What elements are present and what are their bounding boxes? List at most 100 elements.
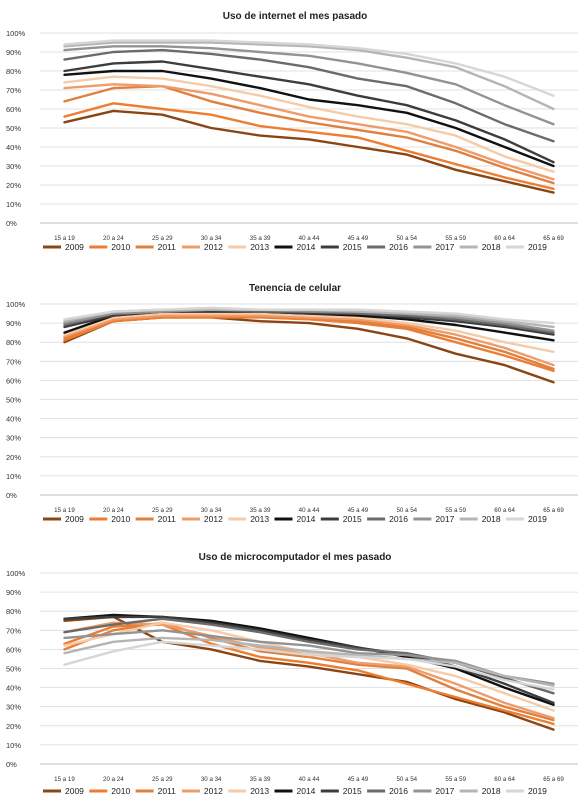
legend-label-2013: 2013: [250, 242, 269, 252]
chart-panel-3: Uso de microcomputador el mes pasado 0% 10…: [6, 552, 578, 796]
legend-label-2010: 2010: [111, 514, 130, 524]
y-tick-label: 90%: [6, 48, 21, 57]
x-tick-label: 35 a 39: [250, 235, 271, 242]
legend-label-2011: 2011: [158, 242, 177, 252]
y-tick-label: 100%: [6, 300, 26, 309]
y-tick-label: 0%: [6, 491, 17, 500]
series-line-2015: [63, 60, 555, 164]
legend-label-2014: 2014: [297, 786, 316, 796]
y-tick-label: 10%: [6, 472, 21, 481]
legend-label-2013: 2013: [250, 786, 269, 796]
legend-label-2010: 2010: [111, 786, 130, 796]
legend-label-2014: 2014: [297, 514, 316, 524]
x-tick-label: 50 a 54: [396, 776, 417, 783]
legend: 2009 2010 2011 2012 2013 2014 2015 2016 2017 2018…: [43, 242, 547, 252]
series-line-2009: [63, 615, 555, 731]
x-tick-label: 20 a 24: [103, 776, 124, 783]
y-tick-label: 0%: [6, 760, 17, 769]
legend-label-2014: 2014: [297, 242, 316, 252]
y-tick-label: 20%: [6, 181, 21, 190]
x-tick-label: 20 a 24: [103, 235, 124, 242]
y-tick-label: 60%: [6, 105, 21, 114]
legend-label-2015: 2015: [343, 514, 362, 524]
legend-label-2015: 2015: [343, 786, 362, 796]
x-tick-label: 15 a 19: [54, 235, 75, 242]
legend-label-2012: 2012: [204, 786, 223, 796]
legend-label-2009: 2009: [65, 514, 84, 524]
x-tick-label: 40 a 44: [299, 776, 320, 783]
legend-label-2019: 2019: [528, 242, 547, 252]
x-tick-label: 65 a 69: [543, 235, 564, 242]
legend-label-2012: 2012: [204, 514, 223, 524]
series-line-2010: [63, 316, 555, 373]
y-tick-label: 100%: [6, 569, 26, 578]
y-tick-label: 30%: [6, 703, 21, 712]
x-tick-label: 35 a 39: [250, 507, 271, 514]
series-line-2013: [63, 312, 555, 353]
x-tick-label: 60 a 64: [494, 776, 515, 783]
legend-label-2010: 2010: [111, 242, 130, 252]
legend-label-2019: 2019: [528, 514, 547, 524]
x-tick-label: 30 a 34: [201, 507, 222, 514]
chart-title: Uso de microcomputador el mes pasado: [199, 552, 392, 563]
legend-label-2011: 2011: [158, 514, 177, 524]
series-line-2013: [63, 75, 555, 173]
y-tick-label: 70%: [6, 626, 21, 635]
y-tick-label: 40%: [6, 415, 21, 424]
chart-panel-1: Uso de internet el mes pasado 0% 10% 20% 30%…: [6, 11, 578, 252]
x-tick-label: 40 a 44: [299, 507, 320, 514]
series-line-2011: [63, 621, 555, 722]
y-tick-label: 40%: [6, 143, 21, 152]
series-line-2016: [63, 48, 555, 143]
legend-label-2016: 2016: [389, 242, 408, 252]
y-tick-label: 80%: [6, 338, 21, 347]
series-line-2010: [63, 102, 555, 191]
legend-label-2009: 2009: [65, 786, 84, 796]
legend-label-2017: 2017: [435, 514, 454, 524]
legend: 2009 2010 2011 2012 2013 2014 2015 2016 2017 2018…: [43, 514, 547, 524]
x-tick-label: 45 a 49: [348, 507, 369, 514]
legend-label-2016: 2016: [389, 786, 408, 796]
y-tick-label: 30%: [6, 434, 21, 443]
y-tick-label: 90%: [6, 588, 21, 597]
x-tick-label: 60 a 64: [494, 235, 515, 242]
x-tick-label: 30 a 34: [201, 776, 222, 783]
series-line-2012: [63, 83, 555, 181]
x-tick-label: 55 a 59: [445, 507, 466, 514]
x-tick-label: 65 a 69: [543, 507, 564, 514]
series-line-2017: [63, 45, 555, 126]
legend-label-2018: 2018: [482, 786, 501, 796]
x-tick-label: 30 a 34: [201, 235, 222, 242]
x-tick-label: 55 a 59: [445, 776, 466, 783]
legend-label-2009: 2009: [65, 242, 84, 252]
x-tick-label: 50 a 54: [396, 507, 417, 514]
series-line-2019: [63, 39, 555, 97]
x-tick-label: 35 a 39: [250, 776, 271, 783]
x-tick-label: 50 a 54: [396, 235, 417, 242]
y-tick-label: 20%: [6, 453, 21, 462]
series-line-2019: [63, 306, 555, 325]
legend-label-2011: 2011: [158, 786, 177, 796]
series-line-2014: [63, 69, 555, 168]
series-line-2017: [63, 629, 555, 685]
legend: 2009 2010 2011 2012 2013 2014 2015 2016 2017 2018…: [43, 786, 547, 796]
y-tick-label: 40%: [6, 684, 21, 693]
y-tick-label: 90%: [6, 319, 21, 328]
y-tick-label: 80%: [6, 67, 21, 76]
y-tick-label: 70%: [6, 357, 21, 366]
y-tick-label: 50%: [6, 396, 21, 405]
x-tick-label: 25 a 29: [152, 776, 173, 783]
series-line-2017: [63, 308, 555, 332]
y-tick-label: 20%: [6, 722, 21, 731]
x-tick-label: 20 a 24: [103, 507, 124, 514]
series-line-2015: [63, 615, 555, 705]
x-tick-label: 15 a 19: [54, 776, 75, 783]
x-tick-label: 65 a 69: [543, 776, 564, 783]
series-line-2009: [63, 109, 555, 194]
x-tick-label: 25 a 29: [152, 507, 173, 514]
y-tick-label: 10%: [6, 200, 21, 209]
series-line-2019: [63, 640, 555, 691]
chart-title: Uso de internet el mes pasado: [223, 11, 368, 22]
chart-panel-2: Tenencia de celular 0% 10% 20% 30% 40% 50% 60% 7…: [6, 283, 578, 524]
